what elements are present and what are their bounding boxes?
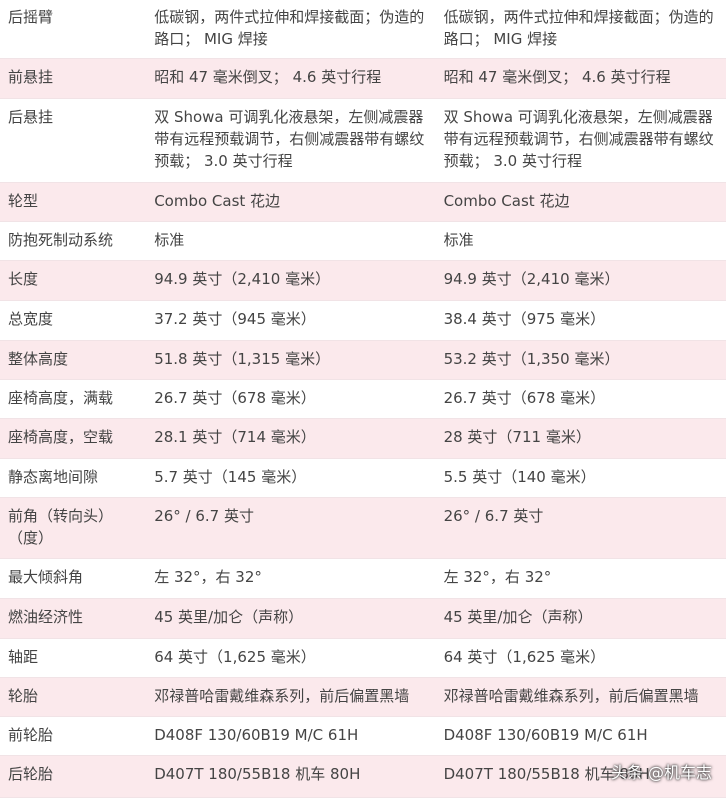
row-label: 后轮胎 (0, 755, 146, 798)
table-row: 防抱死制动系统 标准 标准 (0, 221, 726, 261)
cell: 26° / 6.7 英寸 (145, 497, 436, 559)
table-row: 总宽度 37.2 英寸（945 毫米） 38.4 英寸（975 毫米） (0, 300, 726, 341)
row-label: 前轮胎 (0, 716, 146, 756)
row-label: 长度 (0, 260, 146, 301)
table-row: 燃油经济性 45 英里/加仑（声称） 45 英里/加仑（声称） (0, 598, 726, 639)
cell: 64 英寸（1,625 毫米） (435, 638, 726, 678)
cell: 左 32°，右 32° (145, 558, 436, 599)
cell: 昭和 47 毫米倒叉； 4.6 英寸行程 (145, 58, 436, 99)
table-row: 轮型 Combo Cast 花边 Combo Cast 花边 (0, 182, 726, 222)
row-label: 整体高度 (0, 340, 146, 380)
table-row: 后摇臂 低碳钢，两件式拉伸和焊接截面；伪造的路口； MIG 焊接 低碳钢，两件式拉伸… (0, 0, 726, 59)
cell: 昭和 47 毫米倒叉； 4.6 英寸行程 (435, 58, 726, 99)
cell: D408F 130/60B19 M/C 61H (145, 716, 436, 756)
row-label: 前悬挂 (0, 58, 146, 99)
cell: 双 Showa 可调乳化液悬架，左侧减震器带有远程预载调节，右侧减震器带有螺纹预… (145, 98, 436, 183)
cell: 左 32°，右 32° (435, 558, 726, 599)
cell: 94.9 英寸（2,410 毫米） (145, 260, 436, 301)
cell: 94.9 英寸（2,410 毫米） (435, 260, 726, 301)
row-label: 防抱死制动系统 (0, 221, 146, 261)
table-row: 静态离地间隙 5.7 英寸（145 毫米） 5.5 英寸（140 毫米） (0, 458, 726, 498)
cell: 5.5 英寸（140 毫米） (435, 458, 726, 498)
table-row: 座椅高度，空载 28.1 英寸（714 毫米） 28 英寸（711 毫米） (0, 418, 726, 459)
table-row: 长度 94.9 英寸（2,410 毫米） 94.9 英寸（2,410 毫米） (0, 260, 726, 301)
cell: 5.7 英寸（145 毫米） (145, 458, 436, 498)
row-label: 总宽度 (0, 300, 146, 341)
cell: 26.7 英寸（678 毫米） (145, 379, 436, 419)
cell: 双 Showa 可调乳化液悬架，左侧减震器带有远程预载调节，右侧减震器带有螺纹预… (435, 98, 726, 183)
cell: 标准 (145, 221, 436, 261)
row-label: 最大倾斜角 (0, 558, 146, 599)
row-label: 轮型 (0, 182, 146, 222)
cell: 38.4 英寸（975 毫米） (435, 300, 726, 341)
row-label: 座椅高度，满载 (0, 379, 146, 419)
row-label: 轮胎 (0, 677, 146, 717)
row-label: 后悬挂 (0, 98, 146, 183)
cell: 28 英寸（711 毫米） (435, 418, 726, 459)
row-label: 燃油经济性 (0, 598, 146, 639)
cell: 28.1 英寸（714 毫米） (145, 418, 436, 459)
cell: 64 英寸（1,625 毫米） (145, 638, 436, 678)
cell: 邓禄普哈雷戴维森系列，前后偏置黑墙 (435, 677, 726, 717)
cell: 标准 (435, 221, 726, 261)
cell: 51.8 英寸（1,315 毫米） (145, 340, 436, 380)
table-row: 最大倾斜角左 32°，右 32° 左 32°，右 32° (0, 558, 726, 599)
table-row: 轮胎 邓禄普哈雷戴维森系列，前后偏置黑墙 邓禄普哈雷戴维森系列，前后偏置黑墙 (0, 677, 726, 717)
cell: 低碳钢，两件式拉伸和焊接截面；伪造的路口； MIG 焊接 (435, 0, 726, 59)
row-label: 座椅高度，空载 (0, 418, 146, 459)
row-label: 静态离地间隙 (0, 458, 146, 498)
cell: 53.2 英寸（1,350 毫米） (435, 340, 726, 380)
cell: 邓禄普哈雷戴维森系列，前后偏置黑墙 (145, 677, 436, 717)
cell: D407T 180/55B18 机车 80H (145, 755, 436, 798)
cell: 低碳钢，两件式拉伸和焊接截面；伪造的路口； MIG 焊接 (145, 0, 436, 59)
row-label: 后摇臂 (0, 0, 146, 59)
table-row: 整体高度 51.8 英寸（1,315 毫米） 53.2 英寸（1,350 毫米） (0, 340, 726, 380)
watermark: 头条 @机车志 (610, 763, 712, 782)
table-row: 前悬挂 昭和 47 毫米倒叉； 4.6 英寸行程 昭和 47 毫米倒叉； 4.6 英… (0, 58, 726, 99)
cell: 26.7 英寸（678 毫米） (435, 379, 726, 419)
cell: Combo Cast 花边 (435, 182, 726, 222)
table-row: 轴距 64 英寸（1,625 毫米） 64 英寸（1,625 毫米） (0, 638, 726, 678)
table-row: 座椅高度，满载 26.7 英寸（678 毫米） 26.7 英寸（678 毫米） (0, 379, 726, 419)
cell: D407T 180/55B18 机车 80H (435, 755, 726, 798)
row-label: 前角（转向头）（度） (0, 497, 146, 559)
table-row: 后悬挂双 Showa 可调乳化液悬架，左侧减震器带有远程预载调节，右侧减震器带有… (0, 98, 726, 183)
cell: 45 英里/加仑（声称） (145, 598, 436, 639)
row-label: 轴距 (0, 638, 146, 678)
cell: 45 英里/加仑（声称） (435, 598, 726, 639)
table-row: 前轮胎 D408F 130/60B19 M/C 61H D408F 130/60B1… (0, 716, 726, 756)
cell: 26° / 6.7 英寸 (435, 497, 726, 559)
cell: 37.2 英寸（945 毫米） (145, 300, 436, 341)
cell: Combo Cast 花边 (145, 182, 436, 222)
cell: D408F 130/60B19 M/C 61H (435, 716, 726, 756)
table-row: 前角（转向头）（度） 26° / 6.7 英寸 26° / 6.7 英寸 (0, 497, 726, 559)
